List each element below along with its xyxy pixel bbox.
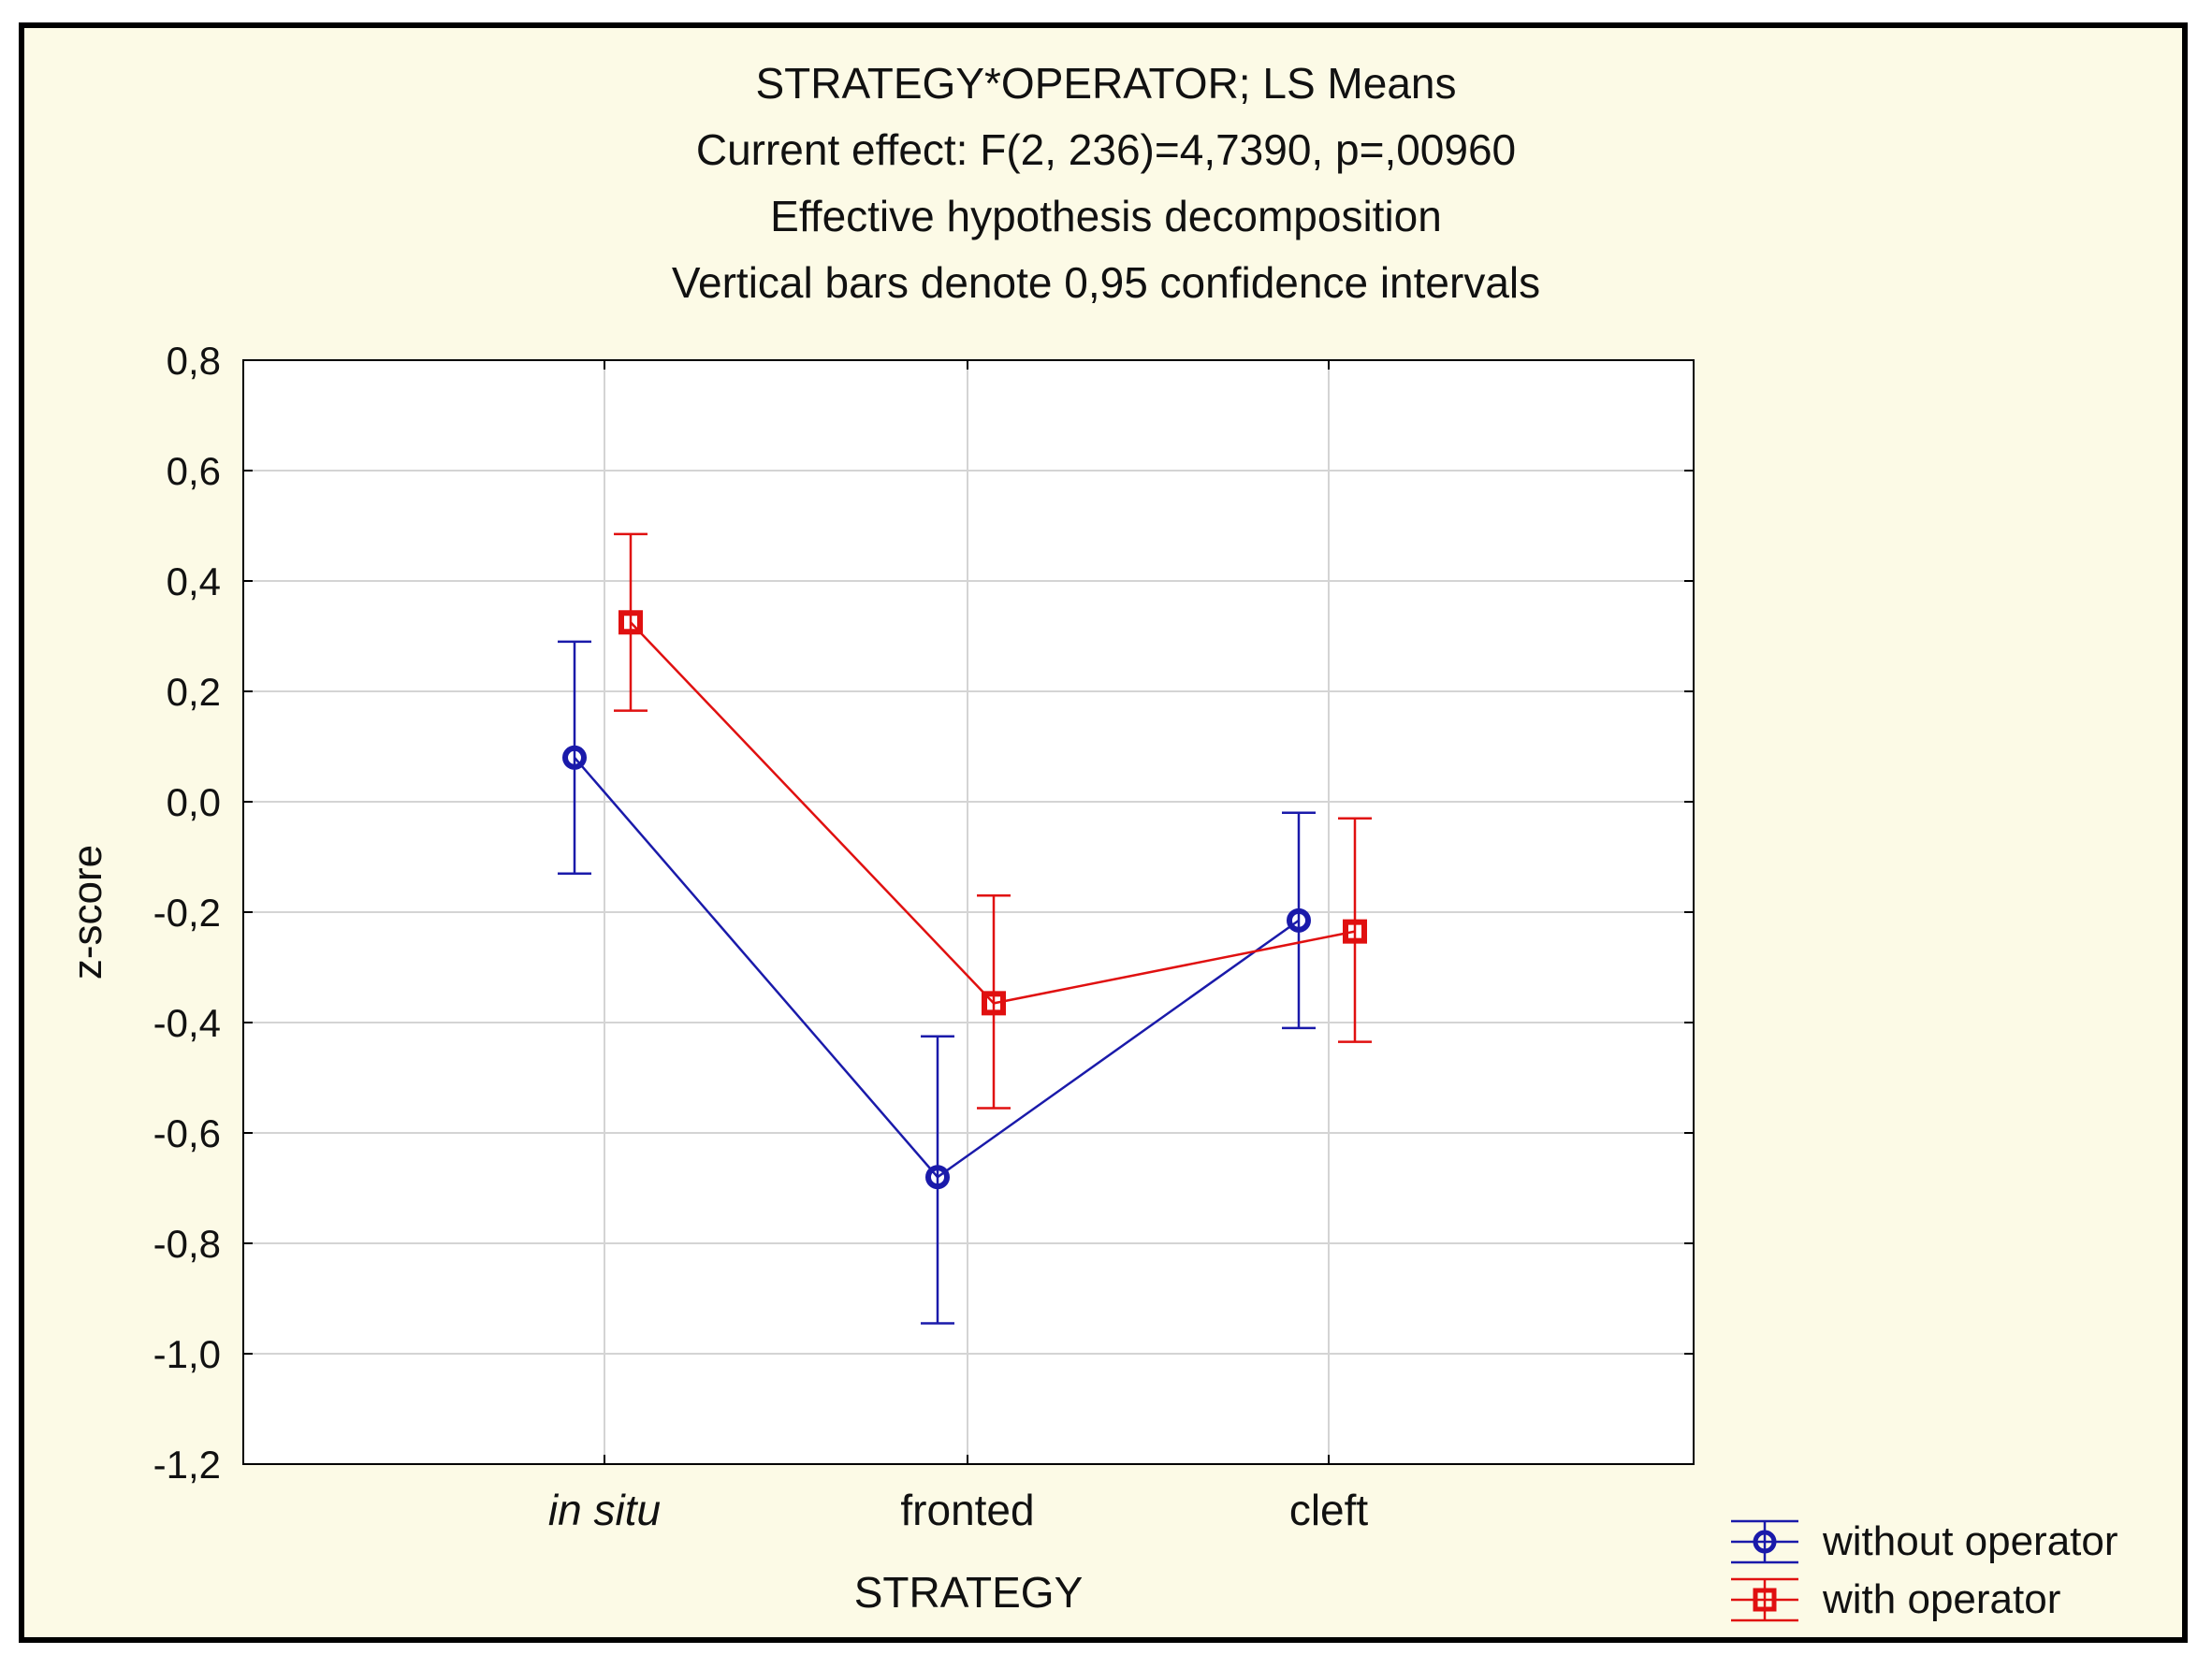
chart-subtitle-decomposition: Effective hypothesis decomposition bbox=[770, 192, 1442, 240]
y-tick-label: 0,2 bbox=[167, 670, 221, 714]
legend-marker bbox=[1753, 1530, 1777, 1554]
y-tick-label: -1,2 bbox=[153, 1443, 221, 1487]
y-tick-label: -0,4 bbox=[153, 1001, 221, 1045]
y-tick-label: -0,8 bbox=[153, 1222, 221, 1266]
data-point bbox=[618, 610, 643, 635]
series-without-operator bbox=[558, 640, 1316, 1325]
y-axis-label: z-score bbox=[65, 845, 110, 980]
legend-marker bbox=[1753, 1588, 1777, 1612]
y-tick-label: -1,0 bbox=[153, 1332, 221, 1376]
chart-subtitle-confidence: Vertical bars denote 0,95 confidence int… bbox=[671, 258, 1541, 307]
y-tick-label: 0,4 bbox=[167, 559, 221, 603]
legend-label: with operator bbox=[1822, 1576, 2060, 1622]
data-point bbox=[982, 991, 1006, 1016]
y-tick-label: 0,0 bbox=[167, 780, 221, 824]
y-tick-label: -0,2 bbox=[153, 891, 221, 935]
x-tick-label: fronted bbox=[900, 1486, 1034, 1534]
data-point bbox=[562, 745, 587, 770]
x-axis-label: STRATEGY bbox=[854, 1568, 1084, 1617]
y-tick-label: 0,8 bbox=[167, 339, 221, 383]
y-tick-label: -0,6 bbox=[153, 1111, 221, 1155]
x-tick-label: cleft bbox=[1289, 1486, 1369, 1534]
y-tick-label: 0,6 bbox=[167, 449, 221, 493]
data-point bbox=[925, 1165, 950, 1190]
data-point bbox=[1287, 907, 1311, 933]
x-tick-label: in situ bbox=[548, 1486, 661, 1534]
legend-item: with operator bbox=[1731, 1576, 2060, 1622]
series-with-operator bbox=[614, 532, 1372, 1110]
chart-title: STRATEGY*OPERATOR; LS Means bbox=[755, 59, 1457, 108]
plot-border bbox=[242, 359, 1695, 1465]
chart-subtitle-effect: Current effect: F(2, 236)=4,7390, p=,009… bbox=[695, 125, 1517, 174]
legend-label: without operator bbox=[1822, 1518, 2118, 1564]
data-point bbox=[1343, 919, 1367, 944]
legend-item: without operator bbox=[1731, 1518, 2118, 1564]
legend: without operator with operator bbox=[1731, 1518, 2118, 1622]
